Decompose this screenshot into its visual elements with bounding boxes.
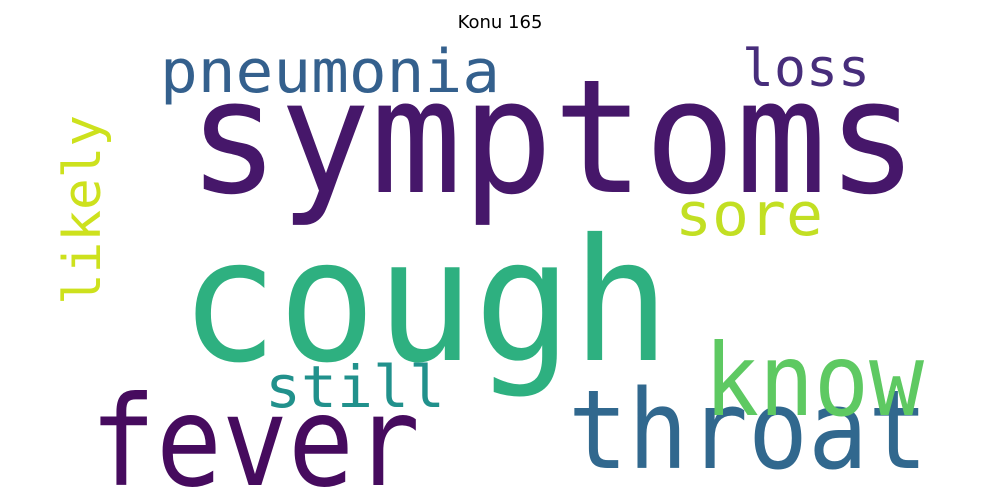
figure-title: Konu 165 [457,12,543,33]
word-sore: sore [675,180,823,250]
word-know: know [704,322,925,439]
word-throat: throat [568,366,928,494]
word-symptoms: symptoms [188,46,918,230]
word-loss: loss [742,39,870,99]
word-likely: likely [53,115,113,305]
word-pneumonia: pneumonia [160,37,500,107]
word-cough: cough [180,203,670,401]
word-still: still [265,353,445,421]
word-fever: fever [90,370,420,500]
